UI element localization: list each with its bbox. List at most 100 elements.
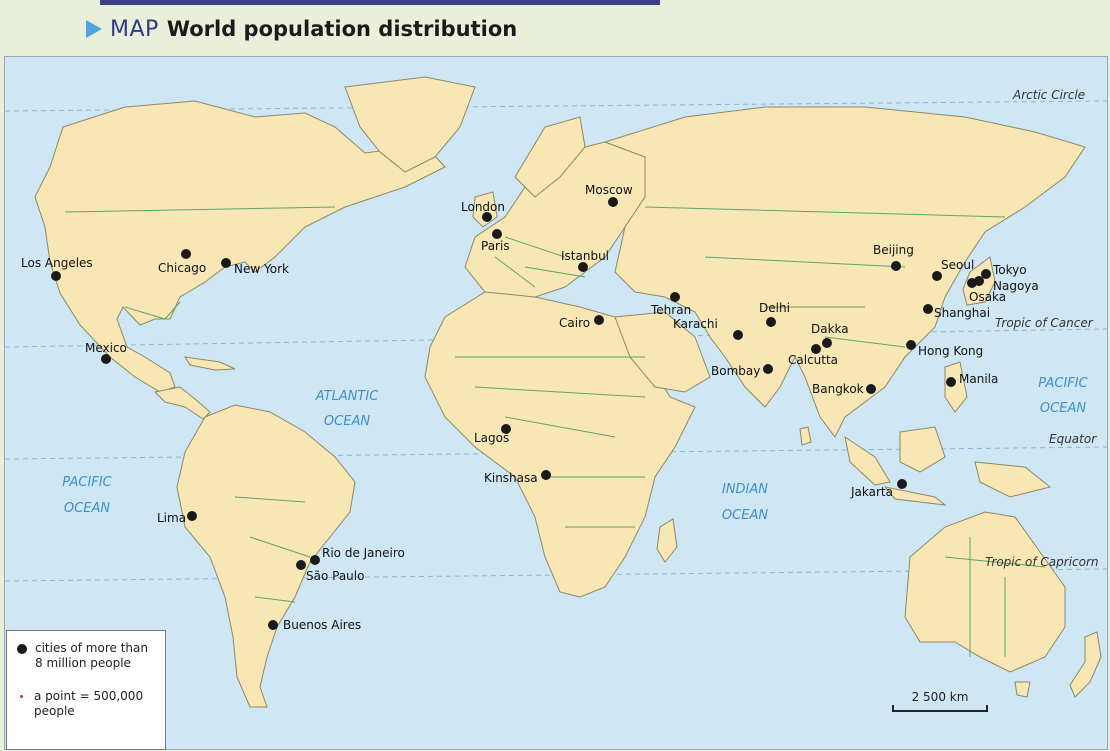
city-label: Kinshasa xyxy=(484,471,538,485)
city-label: Bombay xyxy=(711,364,760,378)
population-point xyxy=(907,469,911,473)
population-point xyxy=(792,380,796,384)
population-point xyxy=(79,352,82,356)
population-point xyxy=(592,292,595,296)
population-point xyxy=(108,367,112,370)
population-point xyxy=(885,469,889,473)
population-point xyxy=(434,301,437,304)
population-point xyxy=(664,472,668,476)
population-point xyxy=(839,467,843,471)
population-point xyxy=(465,236,469,240)
city-paris: Paris xyxy=(481,229,510,253)
population-point xyxy=(579,298,582,302)
population-point xyxy=(797,377,800,381)
australia xyxy=(904,511,1066,673)
population-point xyxy=(132,340,136,343)
population-point xyxy=(82,366,86,370)
population-point xyxy=(842,490,846,494)
city-dot xyxy=(101,354,111,364)
population-point xyxy=(334,539,338,542)
city-dot xyxy=(187,511,197,521)
population-point xyxy=(320,563,324,567)
population-point xyxy=(788,383,792,387)
population-point xyxy=(304,588,307,591)
population-point xyxy=(777,391,781,395)
population-point xyxy=(789,379,793,383)
philippines xyxy=(944,361,968,413)
central-america xyxy=(153,386,211,420)
population-point xyxy=(113,370,116,374)
population-point xyxy=(963,368,966,372)
city-dot xyxy=(981,269,991,279)
population-point xyxy=(835,476,838,479)
java xyxy=(883,486,947,506)
population-point xyxy=(638,301,641,304)
country-borders xyxy=(64,206,1046,657)
population-point xyxy=(595,302,598,305)
city-label: Nagoya xyxy=(993,279,1039,293)
pacific-east-label-2: OCEAN xyxy=(1040,401,1086,416)
population-point xyxy=(668,483,671,486)
population-point xyxy=(797,388,801,391)
population-point xyxy=(658,481,661,485)
population-point xyxy=(785,385,788,388)
population-point xyxy=(229,269,233,273)
population-point xyxy=(883,447,887,451)
population-point xyxy=(613,243,617,247)
population-point xyxy=(791,384,795,388)
population-point xyxy=(915,477,918,480)
population-point xyxy=(874,452,878,456)
population-point xyxy=(842,484,845,488)
population-point xyxy=(459,296,463,299)
population-point xyxy=(896,458,900,461)
city-calcutta: Calcutta xyxy=(788,344,838,367)
population-point xyxy=(427,306,431,309)
title-text: World population distribution xyxy=(166,17,518,41)
city-lima: Lima xyxy=(157,511,197,525)
population-point xyxy=(467,245,471,248)
population-point xyxy=(682,436,686,440)
city-istanbul: Istanbul xyxy=(561,249,609,272)
latitude-labels: Arctic Circle Tropic of Cancer Equator T… xyxy=(985,88,1099,569)
pacific-west-label-2: OCEAN xyxy=(64,501,110,516)
population-point xyxy=(633,311,636,314)
population-point xyxy=(86,372,89,376)
city-rio-de-janeiro: Rio de Janeiro xyxy=(310,546,405,565)
madagascar xyxy=(656,518,678,563)
population-point xyxy=(635,310,639,313)
population-point xyxy=(137,346,140,350)
population-point xyxy=(141,349,145,352)
equator-label: Equator xyxy=(1049,432,1097,446)
population-point xyxy=(624,311,628,315)
population-point xyxy=(96,374,100,378)
population-point xyxy=(842,459,845,463)
city-dot xyxy=(541,470,551,480)
population-point xyxy=(113,369,116,373)
population-point xyxy=(180,445,184,449)
city-label: Beijing xyxy=(873,243,914,257)
population-point xyxy=(463,295,466,298)
population-point xyxy=(619,235,623,239)
population-point xyxy=(673,453,676,456)
population-point xyxy=(669,477,673,481)
city-tokyo: Tokyo xyxy=(981,263,1027,279)
tasmania xyxy=(1014,681,1031,698)
population-point xyxy=(110,363,113,367)
city-dot xyxy=(608,197,618,207)
population-point xyxy=(596,295,600,299)
population-point xyxy=(602,308,606,312)
population-point xyxy=(833,474,836,478)
population-point xyxy=(332,537,336,540)
population-point xyxy=(796,373,800,377)
population-point xyxy=(95,370,98,374)
population-point xyxy=(890,461,894,465)
scale-bar: 2 500 km xyxy=(890,690,990,716)
population-point xyxy=(434,316,437,320)
population-point xyxy=(226,273,230,277)
city-shanghai: Shanghai xyxy=(923,304,990,320)
population-point xyxy=(798,386,802,389)
population-point xyxy=(934,334,937,337)
population-point xyxy=(115,379,119,382)
population-point xyxy=(530,525,533,528)
population-point xyxy=(76,352,80,355)
